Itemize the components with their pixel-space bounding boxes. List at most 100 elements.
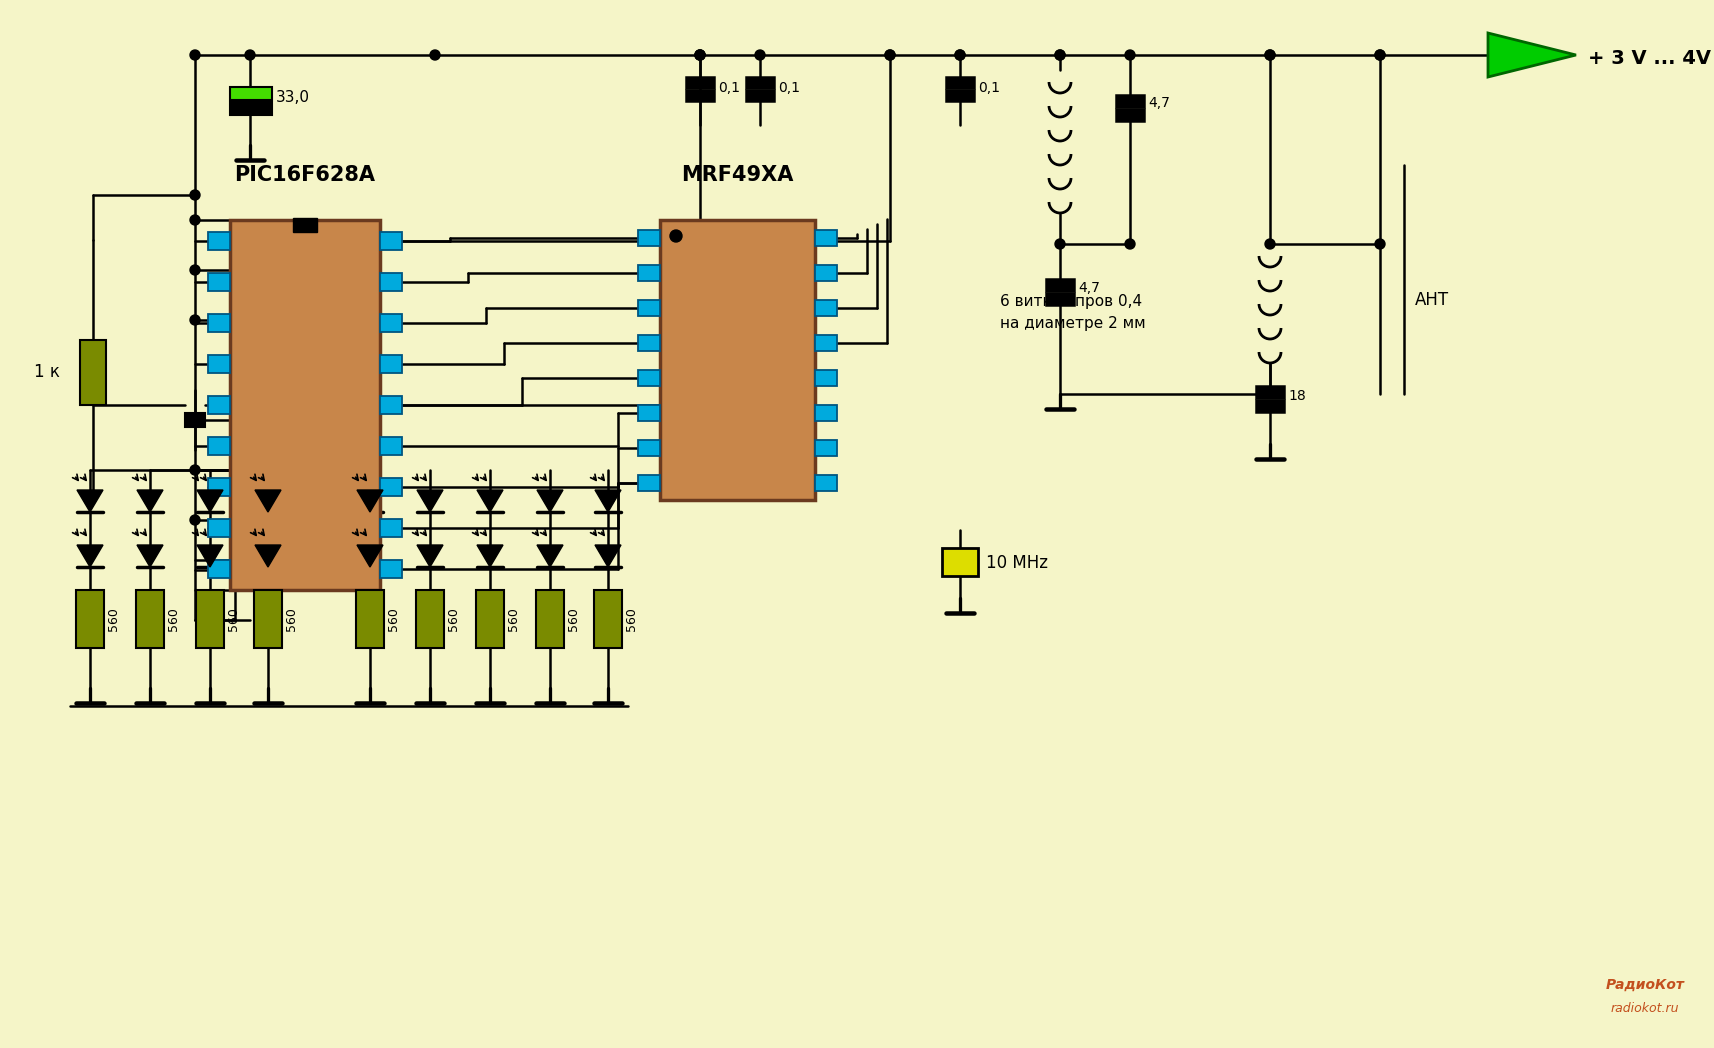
Bar [381,313,403,332]
Circle shape [694,50,704,60]
Circle shape [190,515,201,525]
Bar [381,396,403,414]
Text: 560: 560 [567,607,579,631]
Circle shape [190,50,201,60]
Text: 4,7: 4,7 [1078,281,1100,294]
Text: 1: 1 [211,234,219,247]
Circle shape [1056,50,1064,60]
Text: 14: 14 [384,398,399,412]
Text: 1 к: 1 к [34,363,60,381]
Text: 8: 8 [211,522,219,534]
Polygon shape [536,545,562,567]
Polygon shape [595,545,620,567]
Text: 10 MHz: 10 MHz [986,554,1047,572]
Bar [293,218,317,232]
Bar [814,370,836,386]
Text: 10: 10 [384,563,399,576]
Bar [1256,386,1284,398]
Text: + 3 V ... 4V: + 3 V ... 4V [1587,48,1711,67]
Bar [638,334,660,350]
Polygon shape [197,490,223,512]
Text: 18: 18 [384,234,399,247]
Bar [1116,95,1143,107]
Text: 7: 7 [211,481,219,494]
Text: 0,1: 0,1 [979,81,999,95]
Circle shape [1265,50,1275,60]
Text: MRF49XA: MRF49XA [680,165,794,185]
Circle shape [1265,239,1275,249]
Text: 560: 560 [447,607,459,631]
Bar [1116,109,1143,121]
Text: 560: 560 [626,607,638,631]
Bar [814,439,836,456]
Bar [207,272,230,290]
Circle shape [190,265,201,275]
Polygon shape [255,545,281,567]
Bar [638,475,660,490]
Bar [686,77,715,88]
Circle shape [1056,50,1064,60]
Bar [686,90,715,101]
Text: 16: 16 [384,316,399,329]
Bar [946,90,974,101]
Circle shape [1056,239,1064,249]
Circle shape [670,230,682,242]
Circle shape [1265,50,1275,60]
Bar [814,334,836,350]
Polygon shape [77,490,103,512]
Text: 5: 5 [211,398,219,412]
Bar [254,590,283,648]
Circle shape [190,190,201,200]
Polygon shape [417,490,442,512]
Bar [595,590,622,648]
Text: 17: 17 [384,276,399,288]
Bar [207,561,230,578]
Text: 4: 4 [211,357,219,370]
Bar [814,405,836,420]
Circle shape [1124,239,1135,249]
Bar [381,437,403,455]
Bar [1256,400,1284,412]
Circle shape [190,465,201,475]
Bar [195,590,225,648]
Bar [1046,279,1075,291]
Circle shape [1375,50,1385,60]
Text: 0,1: 0,1 [718,81,740,95]
Text: 11: 11 [384,522,399,534]
Text: 560: 560 [387,607,399,631]
Circle shape [1375,50,1385,60]
Polygon shape [137,490,163,512]
Text: 0,1: 0,1 [778,81,800,95]
Text: 4,7: 4,7 [1148,96,1171,110]
Circle shape [694,50,704,60]
Text: 9: 9 [211,563,219,576]
Bar [207,520,230,538]
Text: 560: 560 [507,607,519,631]
Polygon shape [137,545,163,567]
Circle shape [1375,239,1385,249]
Polygon shape [357,490,382,512]
Polygon shape [1488,32,1575,77]
Text: 560: 560 [166,607,180,631]
Circle shape [754,50,764,60]
Circle shape [245,50,255,60]
Bar [381,520,403,538]
Bar [638,300,660,315]
Bar [230,220,381,590]
Bar [638,264,660,281]
Circle shape [884,50,895,60]
Text: 560: 560 [285,607,298,631]
Text: на диаметре 2 мм: на диаметре 2 мм [999,316,1145,331]
Text: 6 витков пров 0,4: 6 витков пров 0,4 [999,294,1142,309]
Bar [814,300,836,315]
Circle shape [190,215,201,225]
Text: 2: 2 [211,276,219,288]
Circle shape [955,50,965,60]
Bar [814,264,836,281]
Polygon shape [476,545,502,567]
Bar [230,102,273,115]
Circle shape [1124,50,1135,60]
Bar [746,90,775,101]
Polygon shape [536,490,562,512]
Bar [638,405,660,420]
